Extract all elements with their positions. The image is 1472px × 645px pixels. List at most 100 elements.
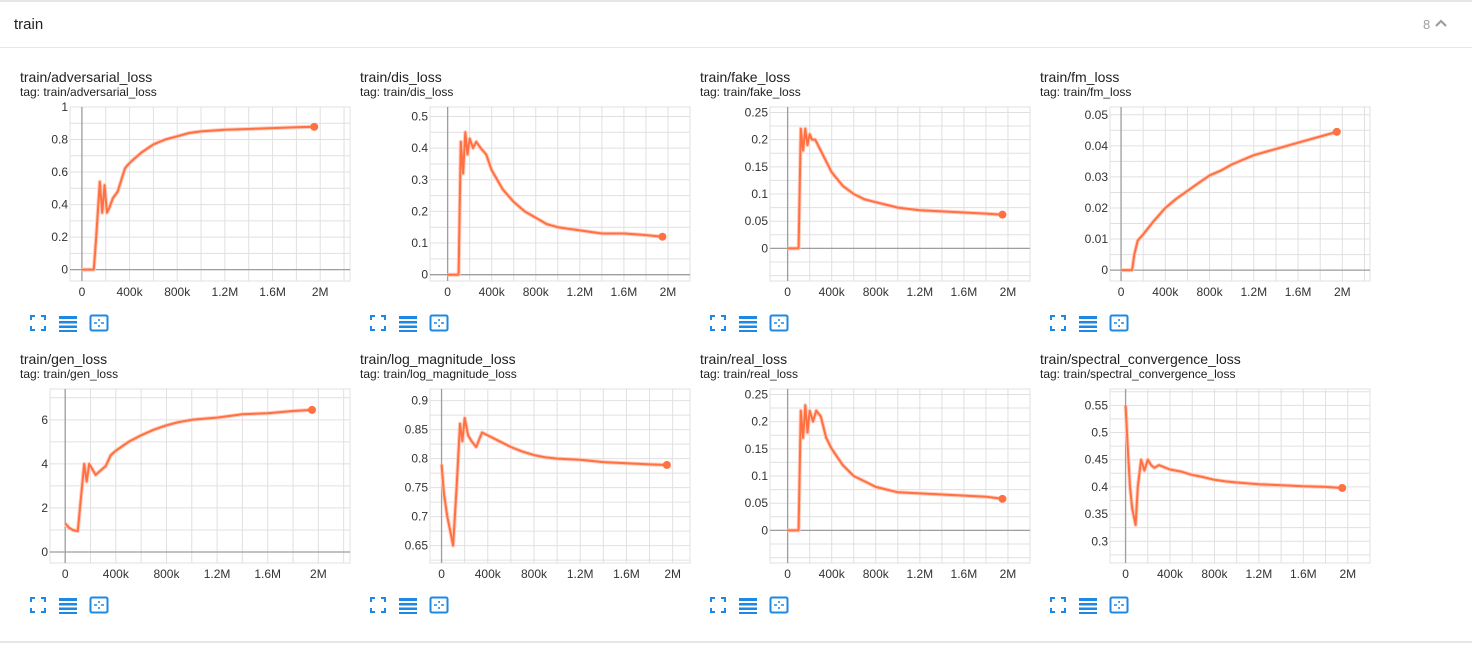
chart-card: train/fake_loss tag: train/fake_loss 0 0.05…	[700, 69, 1040, 339]
chart-card: train/gen_loss tag: train/gen_loss 0 2 4 6 0 40…	[20, 351, 360, 621]
y-tick-label: 0.4	[51, 198, 68, 212]
x-tick-label: 400k	[117, 285, 144, 299]
fit-domain-icon[interactable]	[429, 313, 449, 333]
y-tick-label: 6	[41, 413, 48, 427]
x-tick-label: 400k	[479, 285, 506, 299]
series-raw-line	[439, 416, 667, 548]
x-tick-label: 0	[62, 567, 69, 581]
y-tick-label: 0	[421, 268, 428, 282]
line-chart[interactable]: 0.3 0.35 0.4 0.45 0.5 0.55 0 400k 800k 1.2M 1.6M 2M	[1040, 383, 1380, 581]
fullscreen-icon[interactable]	[28, 313, 48, 333]
fit-domain-icon[interactable]	[89, 313, 109, 333]
x-tick-label: 800k	[153, 567, 180, 581]
series-endpoint	[998, 494, 1007, 503]
series-endpoint	[1338, 483, 1347, 492]
chart-title: train/dis_loss	[360, 69, 442, 85]
line-chart[interactable]: 0 2 4 6 0 400k 800k 1.2M 1.6M 2M	[20, 383, 360, 581]
chevron-up-icon[interactable]	[1434, 16, 1448, 30]
x-tick-label: 0	[784, 567, 791, 581]
chart-tag: tag: train/dis_loss	[360, 85, 454, 99]
chart-tag: tag: train/fm_loss	[1040, 85, 1132, 99]
line-chart[interactable]: 0 0.01 0.02 0.03 0.04 0.05 0 400k 800k 1.2M 1.6M 2M	[1040, 101, 1380, 299]
top-divider	[0, 0, 1472, 2]
series-raw-line	[81, 124, 315, 272]
x-tick-label: 1.6M	[951, 285, 978, 299]
y-tick-label: 0.25	[745, 105, 769, 119]
section-header[interactable]: train 8	[0, 2, 1472, 48]
series-line	[787, 404, 1003, 532]
y-tick-label: 2	[41, 501, 48, 515]
series-line	[440, 417, 667, 547]
fullscreen-icon[interactable]	[1048, 313, 1068, 333]
data-table-icon[interactable]	[58, 595, 78, 615]
y-tick-label: 0.2	[751, 415, 768, 429]
line-chart[interactable]: 0.65 0.7 0.75 0.8 0.85 0.9 0 400k 800k 1.2M 1.6M 2M	[360, 383, 700, 581]
chart-card: train/real_loss tag: train/real_loss 0 0.05…	[700, 351, 1040, 621]
fullscreen-icon[interactable]	[1048, 595, 1068, 615]
data-table-icon[interactable]	[1078, 313, 1098, 333]
fit-domain-icon[interactable]	[1109, 313, 1129, 333]
x-tick-label: 800k	[1201, 567, 1228, 581]
data-table-icon[interactable]	[738, 313, 758, 333]
fullscreen-icon[interactable]	[28, 595, 48, 615]
x-tick-label: 0	[79, 285, 86, 299]
fit-domain-icon[interactable]	[89, 595, 109, 615]
y-tick-label: 0.35	[1085, 507, 1109, 521]
y-tick-label: 0.1	[751, 469, 768, 483]
chart-tag: tag: train/adversarial_loss	[20, 85, 157, 99]
y-tick-label: 0.55	[1085, 398, 1109, 412]
series-line	[447, 131, 663, 276]
line-chart[interactable]: 0 0.2 0.4 0.6 0.8 1 0 400k 800k 1.2M 1.6M 2M	[20, 100, 360, 299]
x-tick-label: 400k	[103, 567, 130, 581]
y-tick-label: 0.6	[51, 165, 68, 179]
data-table-icon[interactable]	[398, 595, 418, 615]
fullscreen-icon[interactable]	[708, 595, 728, 615]
line-chart[interactable]: 0 0.05 0.1 0.15 0.2 0.25 0 400k 800k 1.2M 1.6M 2M	[700, 383, 1040, 581]
y-tick-label: 0.03	[1085, 170, 1109, 184]
fullscreen-icon[interactable]	[368, 313, 388, 333]
y-tick-label: 0.05	[745, 496, 769, 510]
plot-frame	[69, 106, 351, 282]
chart-title: train/adversarial_loss	[20, 69, 153, 85]
fit-domain-icon[interactable]	[429, 595, 449, 615]
y-tick-label: 0	[61, 263, 68, 277]
line-chart[interactable]: 0 0.1 0.2 0.3 0.4 0.5 0 400k 800k 1.2M 1.6M 2M	[360, 101, 700, 299]
chart-title: train/fake_loss	[700, 69, 791, 85]
fit-domain-icon[interactable]	[1109, 595, 1129, 615]
x-tick-label: 1.6M	[1290, 567, 1317, 581]
chart-tag: tag: train/fake_loss	[700, 85, 801, 99]
line-chart[interactable]: 0 0.05 0.1 0.15 0.2 0.25 0 400k 800k 1.2M 1.6M 2M	[700, 101, 1040, 299]
plot-frame	[429, 388, 691, 564]
x-tick-label: 2M	[1334, 285, 1351, 299]
series-endpoint	[658, 232, 667, 241]
chart-tag: tag: train/gen_loss	[20, 367, 119, 381]
y-tick-label: 0.15	[745, 442, 769, 456]
x-tick-label: 2M	[310, 567, 327, 581]
data-table-icon[interactable]	[398, 313, 418, 333]
fullscreen-icon[interactable]	[368, 595, 388, 615]
fullscreen-icon[interactable]	[708, 313, 728, 333]
x-tick-label: 1.2M	[1240, 285, 1267, 299]
data-table-icon[interactable]	[738, 595, 758, 615]
y-tick-label: 0.8	[51, 133, 68, 147]
chart-card: train/adversarial_loss tag: train/adversa…	[20, 69, 360, 339]
y-tick-label: 0.2	[751, 133, 768, 147]
x-tick-label: 0	[444, 285, 451, 299]
x-tick-label: 1.2M	[906, 567, 933, 581]
chart-card: train/fm_loss tag: train/fm_loss 0 0.01 0.02…	[1040, 69, 1380, 339]
x-tick-label: 1.6M	[951, 567, 978, 581]
chart-tag: tag: train/log_magnitude_loss	[360, 367, 517, 381]
x-tick-label: 400k	[819, 285, 846, 299]
y-tick-label: 0.5	[411, 109, 428, 123]
plot-frame	[429, 106, 691, 282]
y-tick-label: 0.5	[1091, 426, 1108, 440]
series-line	[1124, 405, 1343, 526]
fit-domain-icon[interactable]	[769, 313, 789, 333]
data-table-icon[interactable]	[58, 313, 78, 333]
x-tick-label: 2M	[664, 567, 681, 581]
data-table-icon[interactable]	[1078, 595, 1098, 615]
y-tick-label: 0.4	[411, 141, 428, 155]
y-tick-label: 0.01	[1085, 232, 1109, 246]
fit-domain-icon[interactable]	[769, 595, 789, 615]
y-tick-label: 0	[761, 241, 768, 255]
